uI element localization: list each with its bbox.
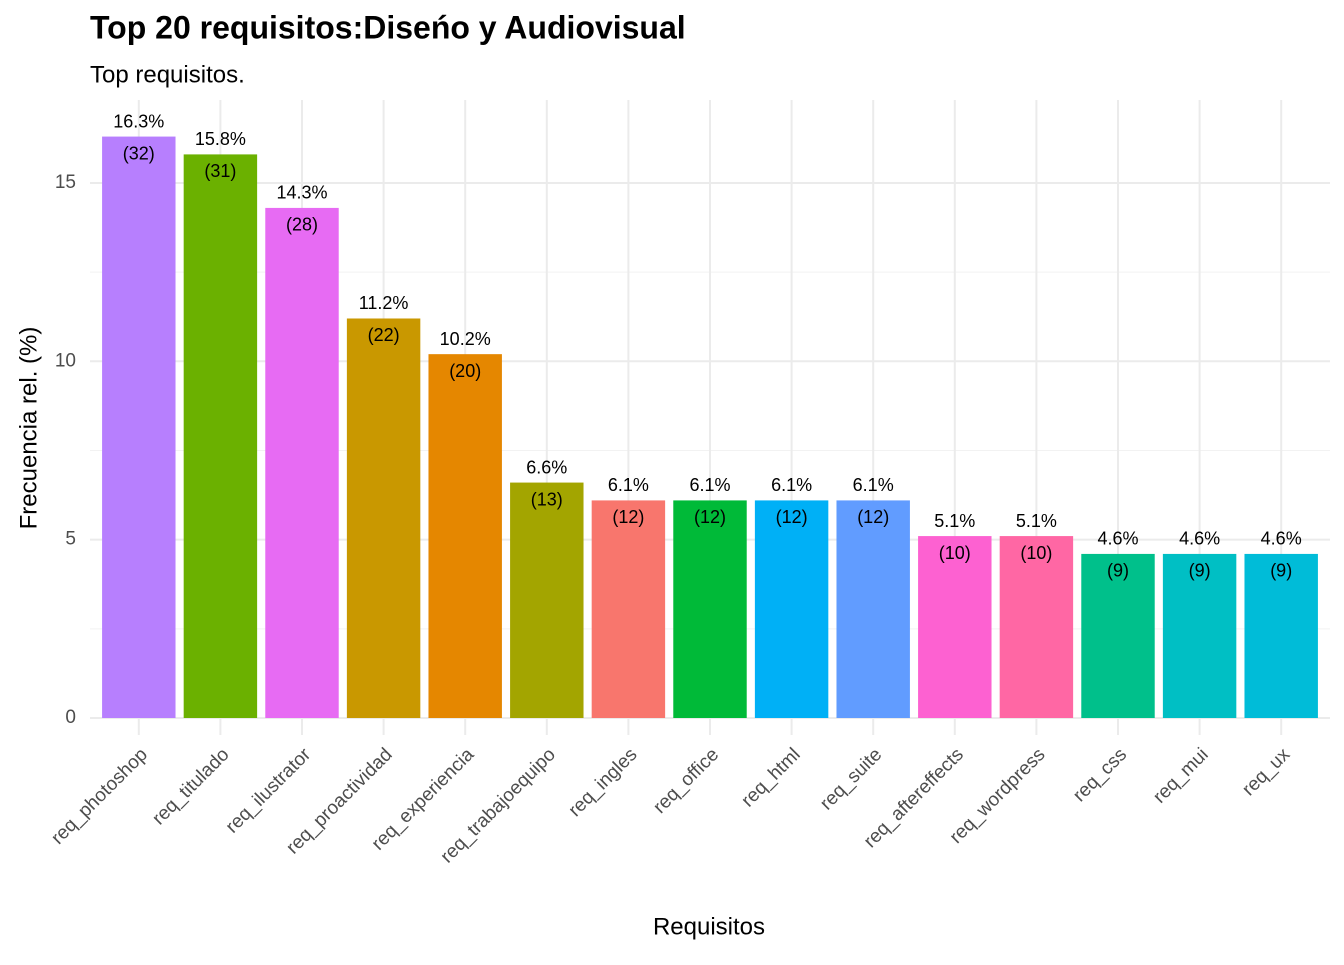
x-tick-label: req_css	[1069, 744, 1131, 806]
value-label: 10.2%	[440, 329, 491, 349]
bar	[918, 536, 992, 718]
y-tick-label: 10	[55, 350, 76, 371]
count-label: (12)	[612, 507, 644, 527]
count-label: (9)	[1189, 561, 1211, 581]
bar	[265, 207, 339, 718]
bar	[1244, 553, 1318, 718]
value-label: 5.1%	[1016, 511, 1057, 531]
bar	[1081, 553, 1155, 718]
count-label: (12)	[857, 507, 889, 527]
value-label: 6.1%	[771, 475, 812, 495]
bar	[999, 536, 1074, 718]
count-label: (12)	[694, 507, 726, 527]
bar	[102, 136, 176, 719]
y-tick-label: 0	[65, 707, 76, 728]
y-axis-title: Frecuencia rel. (%)	[15, 327, 42, 530]
y-tick-label: 15	[55, 172, 76, 193]
count-label: (12)	[776, 507, 808, 527]
count-label: (10)	[939, 543, 971, 563]
count-label: (13)	[531, 489, 563, 509]
value-label: 5.1%	[934, 511, 975, 531]
bar	[183, 154, 258, 718]
value-label: 6.1%	[853, 475, 894, 495]
count-label: (9)	[1107, 561, 1129, 581]
count-label: (9)	[1270, 561, 1292, 581]
x-tick-label: req_photoshop	[47, 744, 151, 848]
bar	[428, 354, 502, 718]
value-label: 4.6%	[1097, 529, 1138, 549]
value-label: 6.1%	[689, 475, 730, 495]
x-axis-title: Requisitos	[653, 913, 765, 940]
bar	[591, 500, 666, 718]
count-label: (22)	[368, 325, 400, 345]
count-label: (28)	[286, 215, 318, 235]
value-label: 15.8%	[195, 129, 246, 149]
count-label: (31)	[204, 161, 236, 181]
value-label: 4.6%	[1261, 529, 1302, 549]
value-label: 16.3%	[113, 111, 164, 131]
value-label: 14.3%	[276, 183, 327, 203]
x-tick-label: req_html	[738, 744, 805, 811]
y-tick-label: 5	[65, 529, 76, 550]
bar	[754, 500, 829, 718]
bar	[836, 500, 910, 718]
value-label: 11.2%	[359, 293, 409, 313]
bar	[1162, 553, 1237, 718]
value-label: 6.1%	[608, 475, 649, 495]
chart-title: Top 20 requisitos:Diseńo y Audiovisual	[90, 9, 686, 45]
x-tick-label: req_office	[649, 744, 723, 818]
bar	[346, 318, 421, 718]
count-label: (20)	[449, 361, 481, 381]
count-label: (32)	[123, 143, 155, 163]
bar	[510, 482, 584, 718]
x-tick-label: req_mui	[1149, 744, 1212, 807]
chart-subtitle: Top requisitos.	[90, 61, 245, 88]
x-tick-label: req_titulado	[148, 744, 233, 829]
count-label: (10)	[1020, 543, 1052, 563]
x-tick-label: req_ux	[1238, 744, 1294, 800]
x-tick-label: req_ingles	[565, 744, 642, 821]
x-tick-label: req_suite	[816, 744, 886, 814]
value-label: 6.6%	[526, 457, 567, 477]
value-label: 4.6%	[1179, 529, 1220, 549]
bar	[673, 500, 747, 718]
